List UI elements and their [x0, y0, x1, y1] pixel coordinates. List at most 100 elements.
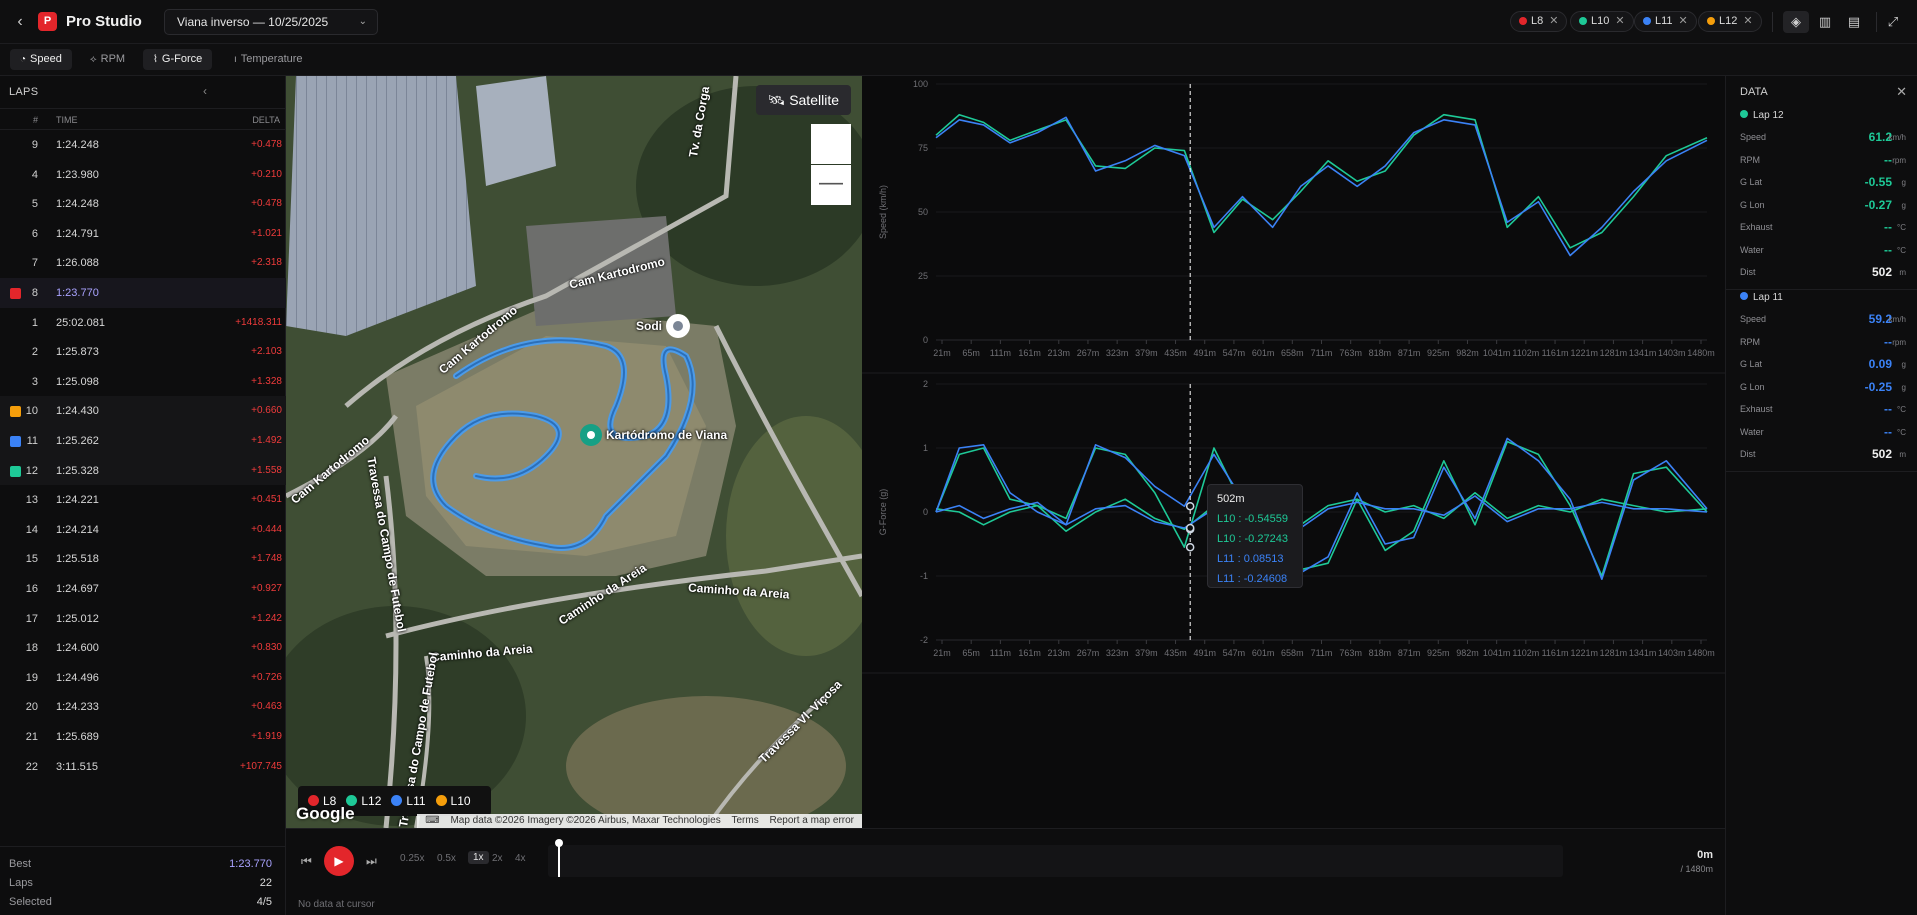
legend-dot-icon	[346, 795, 358, 806]
lap-row[interactable]: 12 1:25.328 +1.558	[0, 455, 286, 486]
track-map[interactable]: Tv. da Corga Cam Kartodromo Cam Kartodro…	[286, 76, 862, 828]
legend-item-l12: L12	[346, 794, 381, 808]
tooltip-title: 502m	[1217, 493, 1245, 505]
lap-row[interactable]: 2 1:25.873 +2.103	[0, 337, 286, 367]
y-tick-label: 100	[913, 79, 928, 89]
lap-row[interactable]: 16 1:24.697 +0.927	[0, 574, 286, 604]
scrubber-knob[interactable]	[555, 839, 563, 847]
expand-icon[interactable]: ⤢	[1887, 14, 1899, 29]
lap-row[interactable]: 10 1:24.430 +0.660	[0, 396, 286, 426]
lap-chip-l10[interactable]: L10 ✕	[1570, 11, 1634, 32]
data-value: 59.2	[1868, 312, 1892, 326]
remove-icon[interactable]: ✕	[1549, 15, 1559, 27]
tab-g-force[interactable]: ⌇ G-Force	[143, 49, 213, 70]
report-link[interactable]: Report a map error	[769, 815, 854, 826]
cursor-point	[1185, 542, 1195, 552]
skip-forward-icon[interactable]: ⏭	[366, 854, 377, 868]
speed-option[interactable]: 0.5x	[437, 853, 456, 864]
lap-row[interactable]: 18 1:24.600 +0.830	[0, 633, 286, 663]
lap-row[interactable]: 8 1:23.770	[0, 278, 286, 308]
lap-number: 15	[25, 553, 38, 566]
legend-item-l8: L8	[308, 794, 336, 808]
data-unit: g	[1901, 360, 1906, 369]
legend-dot-icon	[435, 795, 447, 806]
map-icon[interactable]: ▥	[1818, 14, 1832, 29]
zoom-in-button[interactable]	[811, 124, 851, 164]
lap-row[interactable]: 1 25:02.081 +1418.311	[0, 308, 286, 338]
back-icon[interactable]: ‹	[17, 13, 23, 30]
lap-chip-l12[interactable]: L12 ✕	[1698, 11, 1762, 32]
data-row: Speed 61.2 km/h	[1740, 128, 1906, 150]
x-tick-label: 658m	[1281, 348, 1304, 358]
lap-number: 17	[25, 612, 38, 625]
lap-row[interactable]: 17 1:25.012 +1.242	[0, 604, 286, 634]
terms-link[interactable]: Terms	[731, 815, 759, 826]
lap-time: 1:25.518	[56, 553, 99, 566]
lap-number: 10	[25, 405, 38, 418]
remove-icon[interactable]: ✕	[1743, 15, 1753, 27]
series-line-l12	[935, 113, 1708, 249]
speed-option[interactable]: 2x	[492, 853, 503, 864]
satellite-toggle-button[interactable]: 🛰 Satellite	[755, 85, 851, 115]
play-button[interactable]: ▶	[324, 846, 354, 876]
lap-row[interactable]: 21 1:25.689 +1.919	[0, 722, 286, 752]
lap-chip-l8[interactable]: L8 ✕	[1510, 11, 1568, 32]
lap-row[interactable]: 11 1:25.262 +1.492	[0, 426, 286, 456]
lap-delta: +1.919	[251, 731, 282, 742]
lap-row[interactable]: 14 1:24.214 +0.444	[0, 515, 286, 545]
data-unit: rpm	[1892, 155, 1906, 165]
lap-row[interactable]: 4 1:23.980 +0.210	[0, 160, 286, 190]
y-tick-label: 0	[923, 335, 928, 345]
tab-temperature[interactable]: ı Temperature	[224, 49, 313, 70]
x-tick-label: 491m	[1193, 648, 1216, 658]
color-dot-icon	[1643, 17, 1651, 25]
data-title: DATA	[1740, 86, 1768, 98]
tab-speed[interactable]: ◔ Speed	[10, 49, 72, 70]
map-label: Sodi	[636, 319, 662, 333]
layers-icon[interactable]: ◈	[1783, 11, 1809, 33]
tab-label: G-Force	[161, 53, 203, 65]
lap-row[interactable]: 5 1:24.248 +0.478	[0, 189, 286, 219]
lap-row[interactable]: 13 1:24.221 +0.451	[0, 485, 286, 515]
lap-row[interactable]: 15 1:25.518 +1.748	[0, 544, 286, 574]
lap-row[interactable]: 22 3:11.515 +107.745	[0, 752, 286, 782]
speed-option[interactable]: 4x	[515, 853, 526, 864]
remove-icon[interactable]: ✕	[1678, 15, 1688, 27]
speed-option[interactable]: 0.25x	[400, 853, 425, 864]
lap-delta: +1418.311	[235, 316, 282, 328]
bar-chart-icon[interactable]: ▤	[1847, 14, 1861, 29]
y-axis-label: G-Force (g)	[878, 489, 888, 536]
close-icon[interactable]: ✕	[1896, 84, 1907, 99]
x-tick-label: 818m	[1369, 348, 1392, 358]
speed-chart[interactable]: 0 25 50 75 100 21m 65m 111m 161m 213m 267m 323m 379m…	[862, 76, 1725, 376]
skip-back-icon[interactable]: ⏮	[301, 854, 312, 868]
data-key: G Lat	[1740, 359, 1763, 369]
tab-rpm[interactable]: ⟡ RPM	[80, 49, 135, 70]
legend-label: L12	[361, 794, 382, 808]
data-row: G Lon -0.25 g	[1740, 378, 1906, 400]
scrubber-handle[interactable]	[558, 843, 560, 877]
collapse-left-icon[interactable]: ‹	[203, 84, 207, 98]
x-tick-label: 1102m	[1512, 348, 1539, 358]
lap-row[interactable]: 9 1:24.248 +0.478	[0, 130, 286, 160]
app-header: ‹ P Pro Studio Viana inverso — 10/25/202…	[0, 0, 1917, 44]
remove-icon[interactable]: ✕	[1615, 15, 1625, 27]
lap-number: 7	[31, 257, 38, 270]
lap-row[interactable]: 7 1:26.088 +2.318	[0, 248, 286, 278]
data-value: --	[1884, 424, 1892, 439]
timeline-scrubber[interactable]	[548, 845, 1563, 877]
lap-number: 11	[26, 435, 38, 447]
lap-row[interactable]: 20 1:24.233 +0.463	[0, 692, 286, 722]
x-tick-label: 379m	[1135, 348, 1158, 358]
data-value: -0.27	[1864, 197, 1892, 212]
session-select[interactable]: Viana inverso — 10/25/2025 ⌄	[164, 9, 378, 35]
zoom-out-button[interactable]: —	[811, 165, 851, 205]
lap-delta: +0.726	[251, 671, 282, 683]
speed-option[interactable]: 1x	[468, 851, 489, 864]
lap-row[interactable]: 3 1:25.098 +1.328	[0, 367, 286, 397]
lap-number: 1	[31, 316, 38, 329]
keyboard-icon[interactable]: ⌨	[425, 815, 440, 826]
lap-row[interactable]: 19 1:24.496 +0.726	[0, 663, 286, 693]
lap-chip-l11[interactable]: L11 ✕	[1634, 11, 1697, 32]
lap-row[interactable]: 6 1:24.791 +1.021	[0, 219, 286, 249]
